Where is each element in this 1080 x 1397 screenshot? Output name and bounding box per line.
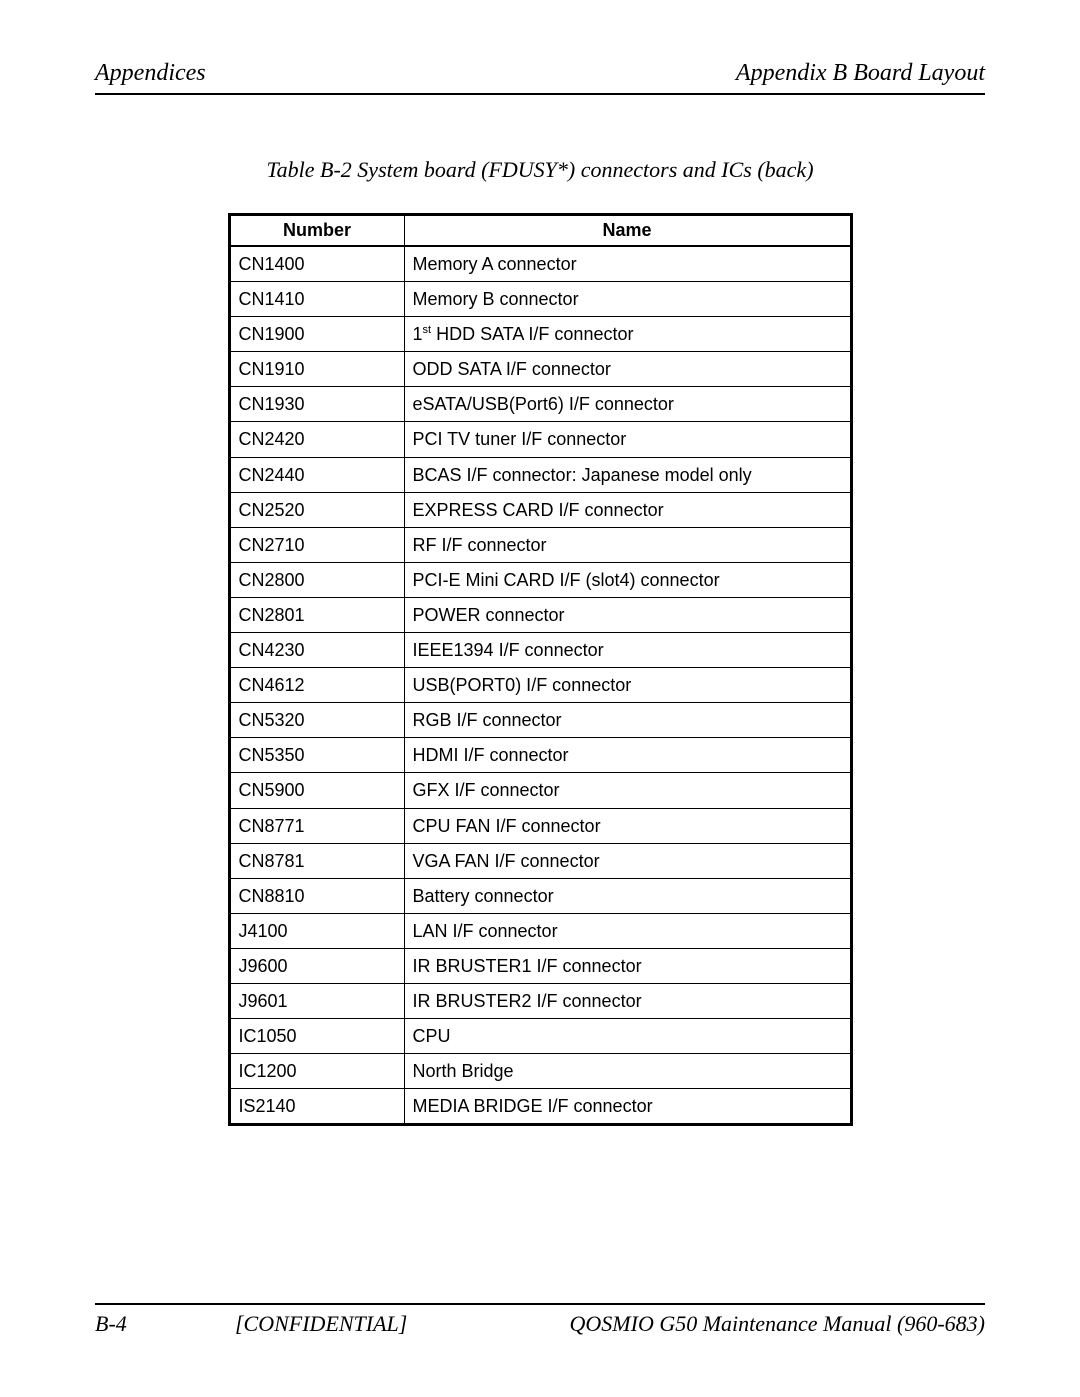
- cell-number: CN1900: [229, 317, 404, 352]
- table-row: CN19001st HDD SATA I/F connector: [229, 317, 851, 352]
- cell-number: CN5320: [229, 703, 404, 738]
- col-header-number: Number: [229, 215, 404, 247]
- footer-confidential: [CONFIDENTIAL]: [175, 1311, 407, 1337]
- table-row: CN8771CPU FAN I/F connector: [229, 808, 851, 843]
- table-row: CN8810Battery connector: [229, 878, 851, 913]
- cell-name: Memory A connector: [404, 246, 851, 282]
- cell-name: RF I/F connector: [404, 527, 851, 562]
- cell-number: CN4612: [229, 668, 404, 703]
- cell-name: eSATA/USB(Port6) I/F connector: [404, 387, 851, 422]
- cell-number: IS2140: [229, 1089, 404, 1125]
- header-left: Appendices: [95, 60, 206, 87]
- footer-page-number: B-4: [95, 1311, 175, 1337]
- table-row: CN5350HDMI I/F connector: [229, 738, 851, 773]
- table-row: CN1400Memory A connector: [229, 246, 851, 282]
- cell-name: LAN I/F connector: [404, 913, 851, 948]
- page: Appendices Appendix B Board Layout Table…: [0, 0, 1080, 1397]
- cell-name: Memory B connector: [404, 282, 851, 317]
- table-row: CN5320RGB I/F connector: [229, 703, 851, 738]
- table-row: J9601IR BRUSTER2 I/F connector: [229, 983, 851, 1018]
- cell-number: CN4230: [229, 633, 404, 668]
- table-caption: Table B-2 System board (FDUSY*) connecto…: [95, 157, 985, 183]
- cell-name: CPU: [404, 1019, 851, 1054]
- table-row: IC1200North Bridge: [229, 1054, 851, 1089]
- cell-number: CN8781: [229, 843, 404, 878]
- cell-number: CN1400: [229, 246, 404, 282]
- cell-name: EXPRESS CARD I/F connector: [404, 492, 851, 527]
- cell-name: IR BRUSTER2 I/F connector: [404, 983, 851, 1018]
- table-row: CN1930eSATA/USB(Port6) I/F connector: [229, 387, 851, 422]
- table-container: Number Name CN1400Memory A connector CN1…: [228, 213, 853, 1126]
- cell-name: CPU FAN I/F connector: [404, 808, 851, 843]
- page-footer: B-4 [CONFIDENTIAL] QOSMIO G50 Maintenanc…: [95, 1303, 985, 1337]
- cell-number: IC1200: [229, 1054, 404, 1089]
- cell-name: USB(PORT0) I/F connector: [404, 668, 851, 703]
- cell-name: PCI-E Mini CARD I/F (slot4) connector: [404, 562, 851, 597]
- table-row: CN2420PCI TV tuner I/F connector: [229, 422, 851, 457]
- table-row: CN1910ODD SATA I/F connector: [229, 352, 851, 387]
- cell-name: GFX I/F connector: [404, 773, 851, 808]
- cell-number: J9601: [229, 983, 404, 1018]
- table-row: CN4612USB(PORT0) I/F connector: [229, 668, 851, 703]
- cell-number: CN2800: [229, 562, 404, 597]
- cell-name: HDMI I/F connector: [404, 738, 851, 773]
- table-body: CN1400Memory A connector CN1410Memory B …: [229, 246, 851, 1125]
- table-row: CN2440BCAS I/F connector: Japanese model…: [229, 457, 851, 492]
- table-row: J9600IR BRUSTER1 I/F connector: [229, 948, 851, 983]
- table-header-row: Number Name: [229, 215, 851, 247]
- table-row: IC1050CPU: [229, 1019, 851, 1054]
- cell-name: Battery connector: [404, 878, 851, 913]
- cell-name: POWER connector: [404, 597, 851, 632]
- cell-name: BCAS I/F connector: Japanese model only: [404, 457, 851, 492]
- footer-manual-title: QOSMIO G50 Maintenance Manual (960-683): [570, 1311, 985, 1337]
- cell-number: CN5900: [229, 773, 404, 808]
- page-header: Appendices Appendix B Board Layout: [95, 60, 985, 95]
- table-row: CN2801POWER connector: [229, 597, 851, 632]
- cell-name: MEDIA BRIDGE I/F connector: [404, 1089, 851, 1125]
- cell-number: CN2710: [229, 527, 404, 562]
- col-header-name: Name: [404, 215, 851, 247]
- cell-name: ODD SATA I/F connector: [404, 352, 851, 387]
- cell-name: RGB I/F connector: [404, 703, 851, 738]
- cell-number: CN1930: [229, 387, 404, 422]
- cell-number: CN2801: [229, 597, 404, 632]
- table-row: CN5900GFX I/F connector: [229, 773, 851, 808]
- connectors-table: Number Name CN1400Memory A connector CN1…: [228, 213, 853, 1126]
- table-row: CN1410Memory B connector: [229, 282, 851, 317]
- cell-number: CN8810: [229, 878, 404, 913]
- header-right: Appendix B Board Layout: [736, 60, 985, 87]
- table-row: IS2140MEDIA BRIDGE I/F connector: [229, 1089, 851, 1125]
- cell-number: CN2420: [229, 422, 404, 457]
- cell-name: IEEE1394 I/F connector: [404, 633, 851, 668]
- cell-number: CN1910: [229, 352, 404, 387]
- table-row: CN8781VGA FAN I/F connector: [229, 843, 851, 878]
- table-row: CN2800PCI-E Mini CARD I/F (slot4) connec…: [229, 562, 851, 597]
- cell-number: CN2440: [229, 457, 404, 492]
- cell-number: IC1050: [229, 1019, 404, 1054]
- cell-number: CN1410: [229, 282, 404, 317]
- cell-name: VGA FAN I/F connector: [404, 843, 851, 878]
- table-row: CN4230IEEE1394 I/F connector: [229, 633, 851, 668]
- table-row: CN2520EXPRESS CARD I/F connector: [229, 492, 851, 527]
- cell-number: J4100: [229, 913, 404, 948]
- cell-name: 1st HDD SATA I/F connector: [404, 317, 851, 352]
- cell-name: PCI TV tuner I/F connector: [404, 422, 851, 457]
- cell-name: North Bridge: [404, 1054, 851, 1089]
- cell-number: CN5350: [229, 738, 404, 773]
- cell-number: J9600: [229, 948, 404, 983]
- cell-name: IR BRUSTER1 I/F connector: [404, 948, 851, 983]
- table-row: CN2710RF I/F connector: [229, 527, 851, 562]
- table-row: J4100LAN I/F connector: [229, 913, 851, 948]
- cell-number: CN8771: [229, 808, 404, 843]
- cell-number: CN2520: [229, 492, 404, 527]
